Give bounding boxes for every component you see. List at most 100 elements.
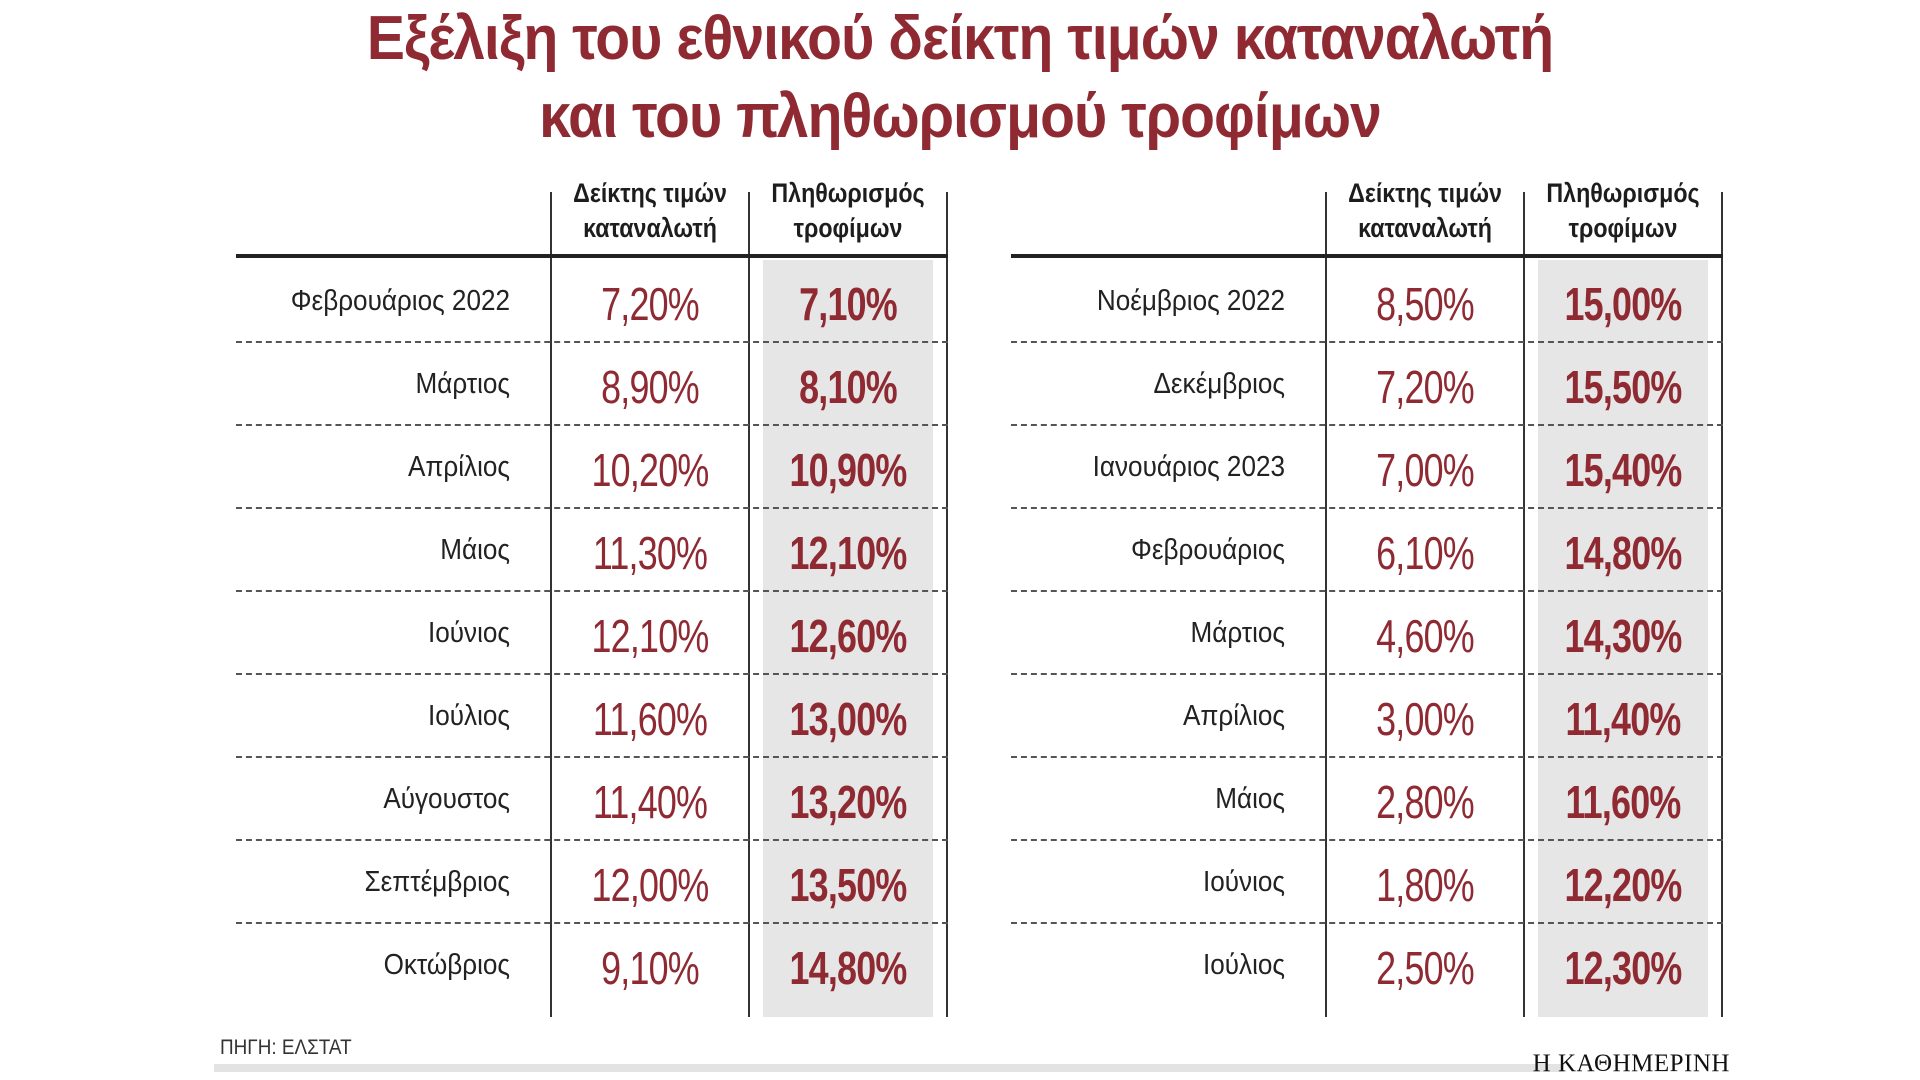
row-separator	[236, 756, 948, 758]
food-inflation-value: 13,00%	[789, 693, 907, 745]
column-header-cpi: Δείκτης τιμών καταναλωτή	[1341, 176, 1510, 246]
table-row: Ιούνιος 1,80% 12,20%	[1011, 841, 1723, 924]
column-divider	[1721, 192, 1723, 1017]
cpi-value: 8,90%	[601, 361, 700, 413]
food-inflation-value: 12,20%	[1564, 859, 1682, 911]
row-separator	[1011, 756, 1723, 758]
cpi-value: 11,30%	[592, 527, 708, 579]
table-row: Οκτώβριος 9,10% 14,80%	[236, 924, 948, 1007]
cpi-value: 4,60%	[1376, 610, 1475, 662]
row-month-label: Ιούλιος	[1203, 949, 1285, 981]
row-month-label: Μάιος	[440, 534, 510, 566]
row-month-label: Ιανουάριος 2023	[1092, 451, 1285, 483]
cpi-value: 11,60%	[592, 693, 708, 745]
cpi-value: 7,20%	[601, 278, 700, 330]
column-divider	[748, 192, 750, 1017]
food-inflation-value: 15,00%	[1564, 278, 1682, 330]
row-separator	[1011, 839, 1723, 841]
food-inflation-value: 8,10%	[799, 361, 898, 413]
row-separator	[1011, 590, 1723, 592]
row-month-label: Μάιος	[1215, 783, 1285, 815]
column-divider	[550, 192, 552, 1017]
column-header-food: Πληθωρισμός τροφίμων	[764, 176, 933, 246]
row-separator	[236, 590, 948, 592]
food-column-shade	[763, 260, 933, 1017]
table-row: Νοέμβριος 2022 8,50% 15,00%	[1011, 260, 1723, 343]
food-inflation-value: 14,30%	[1564, 610, 1682, 662]
food-inflation-value: 15,40%	[1564, 444, 1682, 496]
table-row: Μάιος 11,30% 12,10%	[236, 509, 948, 592]
table-right: Δείκτης τιμών καταναλωτή Πληθωρισμός τρο…	[1011, 168, 1723, 1017]
column-header-food-line-1: Πληθωρισμός	[1546, 178, 1700, 208]
publisher-logo: Η ΚΑΘΗΜΕΡΙΝΗ	[1532, 1050, 1730, 1077]
cpi-value: 1,80%	[1376, 859, 1475, 911]
table-row: Ιούνιος 12,10% 12,60%	[236, 592, 948, 675]
column-header-food: Πληθωρισμός τροφίμων	[1539, 176, 1708, 246]
row-month-label: Αύγουστος	[383, 783, 510, 815]
row-separator	[236, 507, 948, 509]
food-inflation-value: 13,20%	[789, 776, 907, 828]
column-header-food-line-2: τροφίμων	[1568, 213, 1678, 243]
cpi-value: 7,00%	[1376, 444, 1475, 496]
row-month-label: Ιούλιος	[428, 700, 510, 732]
row-month-label: Οκτώβριος	[383, 949, 510, 981]
food-inflation-value: 14,80%	[1564, 527, 1682, 579]
food-inflation-value: 10,90%	[789, 444, 907, 496]
table-left: Δείκτης τιμών καταναλωτή Πληθωρισμός τρο…	[236, 168, 948, 1017]
table-row: Μάιος 2,80% 11,60%	[1011, 758, 1723, 841]
table-row: Αύγουστος 11,40% 13,20%	[236, 758, 948, 841]
food-inflation-value: 7,10%	[799, 278, 898, 330]
column-header-cpi: Δείκτης τιμών καταναλωτή	[566, 176, 735, 246]
cpi-value: 11,40%	[592, 776, 708, 828]
row-separator	[1011, 507, 1723, 509]
food-inflation-value: 11,60%	[1565, 776, 1681, 828]
row-month-label: Απρίλιος	[407, 451, 510, 483]
row-separator	[1011, 673, 1723, 675]
row-separator	[1011, 424, 1723, 426]
column-header-food-line-1: Πληθωρισμός	[771, 178, 925, 208]
food-inflation-value: 15,50%	[1564, 361, 1682, 413]
row-month-label: Ιούνιος	[1203, 866, 1285, 898]
chart-title: Εξέλιξη του εθνικού δείκτη τιμών καταναλ…	[77, 0, 1843, 156]
column-divider	[946, 192, 948, 1017]
row-month-label: Μάρτιος	[1190, 617, 1285, 649]
row-separator	[236, 922, 948, 924]
cpi-value: 12,00%	[591, 859, 709, 911]
row-month-label: Σεπτέμβριος	[364, 866, 510, 898]
column-header-cpi-line-2: καταναλωτή	[583, 213, 717, 243]
row-separator	[236, 839, 948, 841]
row-month-label: Δεκέμβριος	[1153, 368, 1285, 400]
cpi-value: 12,10%	[591, 610, 709, 662]
footer-bar	[214, 1064, 1564, 1072]
table-row: Απρίλιος 3,00% 11,40%	[1011, 675, 1723, 758]
cpi-value: 6,10%	[1376, 527, 1475, 579]
cpi-value: 2,80%	[1376, 776, 1475, 828]
table-row: Απρίλιος 10,20% 10,90%	[236, 426, 948, 509]
column-header-cpi-line-2: καταναλωτή	[1358, 213, 1492, 243]
food-inflation-value: 11,40%	[1565, 693, 1681, 745]
row-separator	[236, 673, 948, 675]
row-month-label: Απρίλιος	[1182, 700, 1285, 732]
table-row: Ιούλιος 2,50% 12,30%	[1011, 924, 1723, 1007]
table-row: Μάρτιος 8,90% 8,10%	[236, 343, 948, 426]
row-month-label: Ιούνιος	[428, 617, 510, 649]
row-month-label: Φεβρουάριος	[1131, 534, 1285, 566]
column-header-food-line-2: τροφίμων	[793, 213, 903, 243]
cpi-value: 3,00%	[1376, 693, 1475, 745]
chart-title-line-2: και του πληθωρισμού τροφίμων	[539, 82, 1382, 151]
row-month-label: Νοέμβριος 2022	[1096, 285, 1285, 317]
food-inflation-value: 12,60%	[789, 610, 907, 662]
header-rule	[236, 254, 948, 258]
table-row: Φεβρουάριος 2022 7,20% 7,10%	[236, 260, 948, 343]
cpi-value: 2,50%	[1376, 942, 1475, 994]
row-separator	[1011, 922, 1723, 924]
row-separator	[236, 341, 948, 343]
cpi-value: 7,20%	[1376, 361, 1475, 413]
column-header-cpi-line-1: Δείκτης τιμών	[573, 178, 727, 208]
row-separator	[1011, 341, 1723, 343]
table-row: Μάρτιος 4,60% 14,30%	[1011, 592, 1723, 675]
chart-title-line-1: Εξέλιξη του εθνικού δείκτη τιμών καταναλ…	[366, 4, 1554, 73]
source-note: ΠΗΓΗ: ΕΛΣΤΑΤ	[220, 1036, 352, 1059]
header-rule	[1011, 254, 1723, 258]
food-inflation-value: 12,30%	[1564, 942, 1682, 994]
